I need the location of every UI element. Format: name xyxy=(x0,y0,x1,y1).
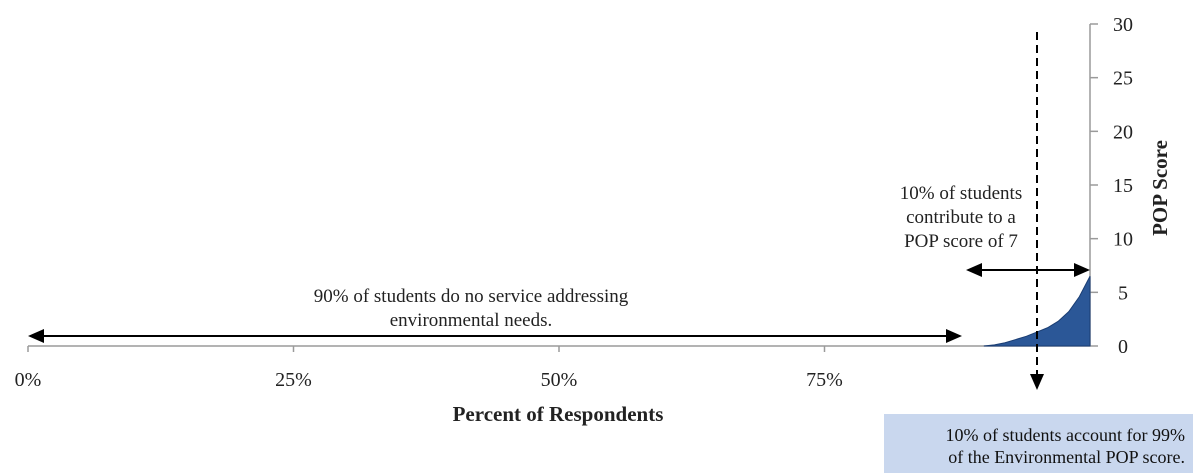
left-annotation-line-2: environmental needs. xyxy=(390,310,553,331)
callout-line-1: 10% of students account for 99% xyxy=(945,425,1185,445)
y-axis-title: POP Score xyxy=(1148,140,1172,236)
callout-box: 10% of students account for 99% of the E… xyxy=(884,414,1193,473)
right-annotation-line-2: contribute to a xyxy=(906,207,1016,228)
y-tick-label: 20 xyxy=(1113,121,1133,143)
y-tick-label: 10 xyxy=(1113,229,1133,251)
y-tick-label: 5 xyxy=(1118,282,1128,304)
y-tick-label: 30 xyxy=(1113,14,1133,36)
callout-line-2: of the Environmental POP score. xyxy=(948,447,1185,467)
left-annotation-line-1: 90% of students do no service addressing xyxy=(314,286,629,307)
x-axis-title: Percent of Respondents xyxy=(453,402,664,426)
x-tick-label: 50% xyxy=(541,369,578,391)
x-tick-label: 25% xyxy=(275,369,312,391)
right-annotation-line-3: POP score of 7 xyxy=(904,231,1018,252)
x-tick-label: 75% xyxy=(806,369,843,391)
y-tick-label: 15 xyxy=(1113,175,1133,197)
dashed-divider-arrow xyxy=(1030,32,1044,390)
y-tick-label: 25 xyxy=(1113,68,1133,90)
series-area xyxy=(983,276,1091,347)
y-tick-label: 0 xyxy=(1118,336,1128,358)
y-axis-ticks: 0 5 10 15 20 25 30 xyxy=(1090,14,1133,358)
right-annotation-line-1: 10% of students xyxy=(900,183,1022,204)
x-tick-label: 0% xyxy=(15,369,42,391)
right-range-arrow xyxy=(966,263,1090,277)
x-axis-ticks: 0% 25% 50% 75% xyxy=(15,346,843,391)
left-range-arrow xyxy=(28,329,962,343)
